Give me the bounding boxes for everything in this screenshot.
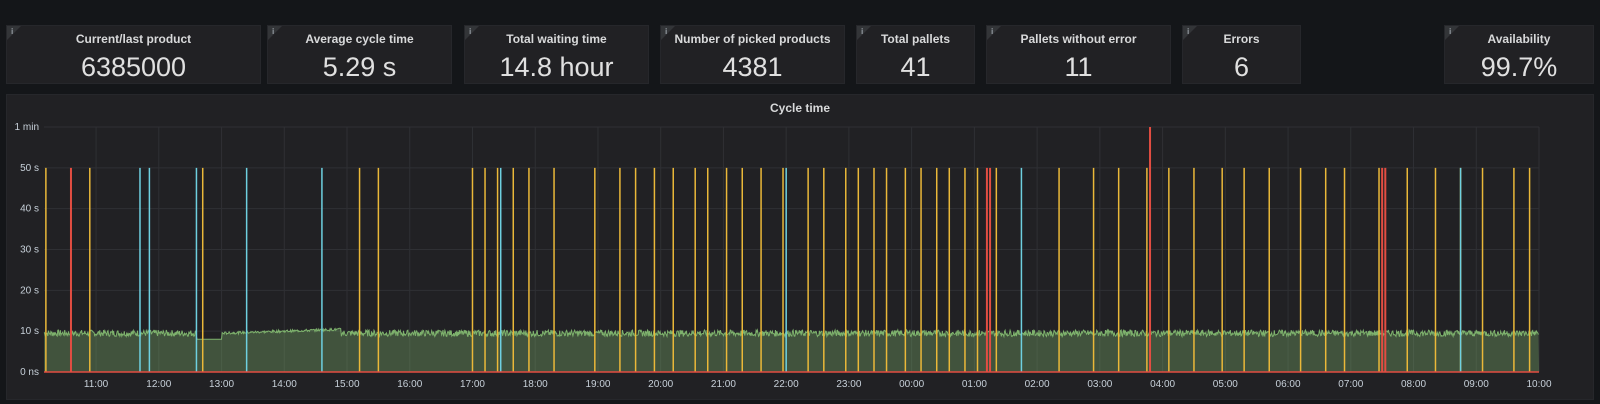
stat-title: Total waiting time	[506, 32, 607, 46]
stat-value: 6385000	[80, 52, 187, 82]
info-corner[interactable]	[987, 26, 1001, 40]
x-tick-label: 23:00	[836, 379, 861, 390]
x-tick-label: 06:00	[1276, 379, 1301, 390]
info-corner[interactable]	[465, 26, 479, 40]
x-tick-label: 16:00	[397, 379, 422, 390]
stat-panel[interactable]: i Availability 99.7%	[1444, 25, 1594, 84]
stat-title: Average cycle time	[305, 32, 414, 46]
cycle-time-panel: Cycle time 0 ns 10 s 20 s 30 s 40 s 50 s 1 min…	[6, 94, 1594, 400]
x-tick-label: 09:00	[1464, 379, 1489, 390]
x-tick-label: 08:00	[1401, 379, 1426, 390]
stat-panel[interactable]: i Errors 6	[1182, 25, 1301, 84]
x-tick-label: 18:00	[523, 379, 548, 390]
info-corner[interactable]	[1183, 26, 1197, 40]
x-tick-label: 10:00	[1526, 379, 1551, 390]
stat-panel[interactable]: i Pallets without error 11	[986, 25, 1171, 84]
stat-value: 11	[1064, 52, 1093, 82]
stat-value: 6	[1233, 52, 1250, 82]
x-tick-label: 02:00	[1025, 379, 1050, 390]
stat-title: Errors	[1223, 32, 1260, 46]
y-tick-label: 10 s	[20, 326, 39, 337]
cycle-time-line	[43, 327, 1539, 340]
stat-title: Number of picked products	[674, 32, 831, 46]
stat-panel[interactable]: i Number of picked products 4381	[660, 25, 845, 84]
info-icon[interactable]: i	[11, 27, 14, 36]
x-tick-label: 05:00	[1213, 379, 1238, 390]
info-corner[interactable]	[1445, 26, 1459, 40]
info-icon[interactable]: i	[1449, 27, 1452, 36]
stat-panel[interactable]: i Current/last product 6385000	[6, 25, 261, 84]
x-tick-label: 13:00	[209, 379, 234, 390]
stat-panel[interactable]: i Total pallets 41	[856, 25, 975, 84]
info-corner[interactable]	[268, 26, 282, 40]
stat-title: Total pallets	[880, 32, 951, 46]
info-icon[interactable]: i	[991, 27, 994, 36]
cycle-time-chart: 0 ns 10 s 20 s 30 s 40 s 50 s 1 min 11:00 12:00 1…	[15, 122, 1552, 390]
info-icon[interactable]: i	[469, 27, 472, 36]
stat-panel[interactable]: i Total waiting time 14.8 hour	[464, 25, 649, 84]
y-tick-label: 20 s	[20, 285, 39, 296]
x-tick-label: 07:00	[1338, 379, 1363, 390]
stat-title: Availability	[1487, 32, 1551, 46]
info-corner[interactable]	[7, 26, 21, 40]
info-icon[interactable]: i	[665, 27, 668, 36]
top-bar	[0, 0, 1600, 22]
stat-panel[interactable]: i Average cycle time 5.29 s	[267, 25, 452, 84]
cycle-time-area	[44, 328, 1539, 372]
info-corner[interactable]	[661, 26, 675, 40]
y-tick-label: 50 s	[20, 163, 39, 174]
y-tick-label: 0 ns	[20, 367, 39, 378]
x-tick-label: 19:00	[585, 379, 610, 390]
x-tick-label: 17:00	[460, 379, 485, 390]
x-tick-label: 21:00	[711, 379, 736, 390]
x-tick-label: 12:00	[146, 379, 171, 390]
stat-title: Pallets without error	[1020, 32, 1137, 46]
x-tick-label: 04:00	[1150, 379, 1175, 390]
x-tick-label: 22:00	[774, 379, 799, 390]
info-icon[interactable]: i	[272, 27, 275, 36]
x-tick-label: 00:00	[899, 379, 924, 390]
stat-value: 5.29 s	[322, 52, 397, 82]
stat-value: 14.8 hour	[499, 52, 614, 82]
x-tick-label: 20:00	[648, 379, 673, 390]
stat-value: 4381	[722, 52, 783, 82]
chart-title: Cycle time	[769, 101, 831, 115]
stat-value: 41	[900, 52, 931, 82]
y-tick-label: 30 s	[20, 245, 39, 256]
x-tick-label: 11:00	[84, 379, 109, 390]
stat-value: 99.7%	[1480, 52, 1558, 82]
x-tick-label: 01:00	[962, 379, 987, 390]
info-icon[interactable]: i	[861, 27, 864, 36]
y-tick-label: 1 min	[15, 122, 39, 133]
info-icon[interactable]: i	[1187, 27, 1190, 36]
stat-title: Current/last product	[75, 32, 192, 46]
x-tick-label: 14:00	[272, 379, 297, 390]
x-tick-label: 15:00	[334, 379, 359, 390]
y-tick-label: 40 s	[20, 204, 39, 215]
x-tick-label: 03:00	[1087, 379, 1112, 390]
info-corner[interactable]	[857, 26, 871, 40]
